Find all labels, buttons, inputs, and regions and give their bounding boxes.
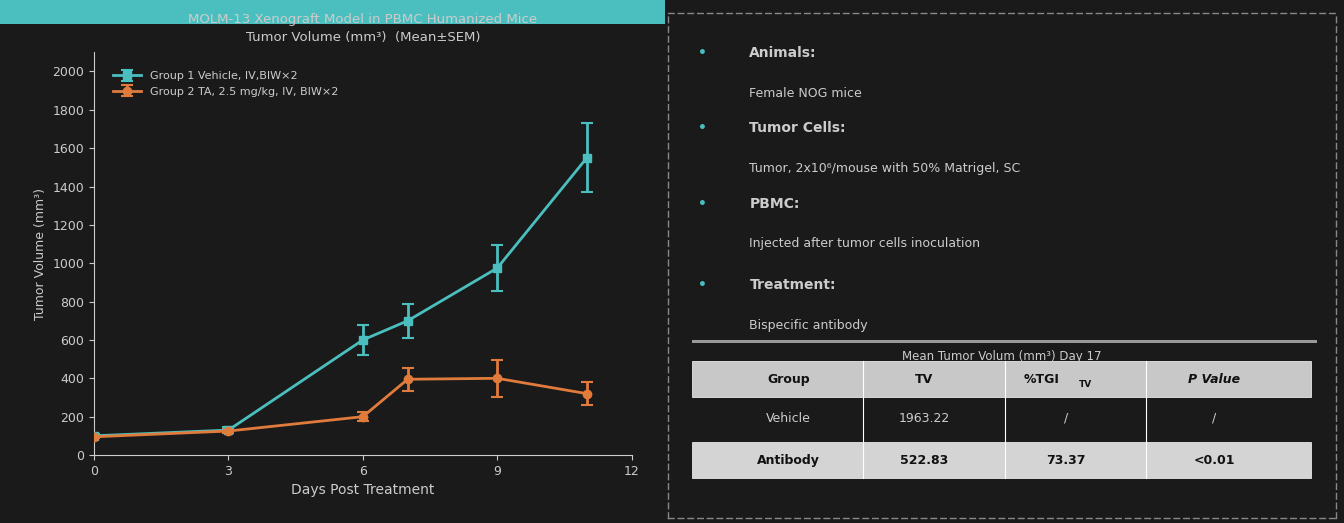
Text: •: • bbox=[698, 121, 707, 135]
Text: Treatment:: Treatment: bbox=[750, 278, 836, 292]
Text: •: • bbox=[698, 46, 707, 60]
Text: TV: TV bbox=[915, 373, 933, 386]
Text: PBMC:: PBMC: bbox=[750, 197, 800, 211]
Text: Tumor Cells:: Tumor Cells: bbox=[750, 121, 845, 135]
Text: %TGI: %TGI bbox=[1024, 373, 1059, 386]
Text: /: / bbox=[1063, 412, 1068, 425]
Text: Tumor, 2x10⁶/mouse with 50% Matrigel, SC: Tumor, 2x10⁶/mouse with 50% Matrigel, SC bbox=[750, 162, 1020, 175]
Legend: Group 1 Vehicle, IV,BIW×2, Group 2 TA, 2.5 mg/kg, IV, BIW×2: Group 1 Vehicle, IV,BIW×2, Group 2 TA, 2… bbox=[99, 58, 351, 110]
Text: P Value: P Value bbox=[1188, 373, 1241, 386]
Text: Female NOG mice: Female NOG mice bbox=[750, 87, 862, 100]
Text: 73.37: 73.37 bbox=[1046, 454, 1086, 467]
Text: Antibody: Antibody bbox=[757, 454, 820, 467]
Bar bbox=[692, 361, 1310, 397]
Text: <0.01: <0.01 bbox=[1193, 454, 1235, 467]
Text: /: / bbox=[1212, 412, 1216, 425]
Text: Mean Tumor Volum (mm³) Day 17: Mean Tumor Volum (mm³) Day 17 bbox=[902, 350, 1101, 363]
X-axis label: Days Post Treatment: Days Post Treatment bbox=[292, 483, 434, 497]
Bar bbox=[692, 442, 1310, 478]
Text: Bispecific antibody: Bispecific antibody bbox=[750, 319, 868, 332]
Title: MOLM-13 Xenograft Model in PBMC Humanized Mice
Tumor Volume (mm³)  (Mean±SEM): MOLM-13 Xenograft Model in PBMC Humanize… bbox=[188, 13, 538, 44]
Text: Animals:: Animals: bbox=[750, 46, 817, 60]
Y-axis label: Tumor Volume (mm³): Tumor Volume (mm³) bbox=[34, 188, 47, 320]
Text: TV: TV bbox=[1079, 380, 1091, 390]
Text: 522.83: 522.83 bbox=[899, 454, 948, 467]
Text: Vehicle: Vehicle bbox=[766, 412, 810, 425]
Text: •: • bbox=[698, 197, 707, 211]
Text: 1963.22: 1963.22 bbox=[898, 412, 949, 425]
Text: •: • bbox=[698, 278, 707, 292]
Text: Group: Group bbox=[767, 373, 809, 386]
Text: Injected after tumor cells inoculation: Injected after tumor cells inoculation bbox=[750, 237, 980, 251]
